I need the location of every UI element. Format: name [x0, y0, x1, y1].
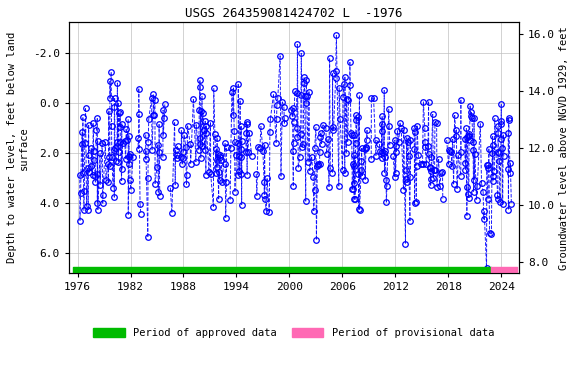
Legend: Period of approved data, Period of provisional data: Period of approved data, Period of provi… [89, 323, 498, 342]
Y-axis label: Groundwater level above NGVD 1929, feet: Groundwater level above NGVD 1929, feet [559, 26, 569, 270]
Y-axis label: Depth to water level, feet below land
surface: Depth to water level, feet below land su… [7, 32, 29, 263]
Title: USGS 264359081424702 L  -1976: USGS 264359081424702 L -1976 [185, 7, 403, 20]
